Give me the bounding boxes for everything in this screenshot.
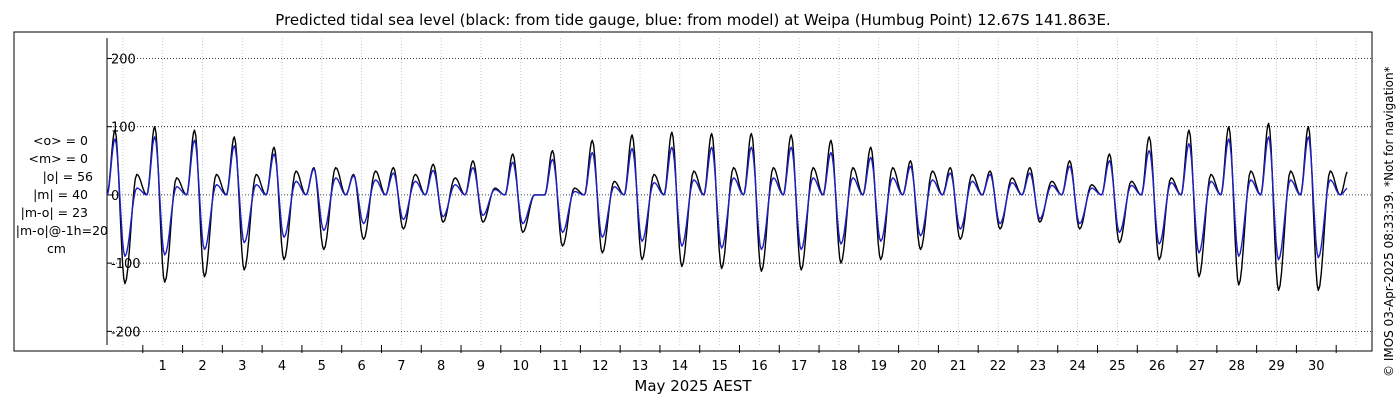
y-tick-label: -200 xyxy=(111,325,141,340)
x-tick-label: 12 xyxy=(592,359,609,374)
x-tick-label: 18 xyxy=(831,359,848,374)
x-tick-label: 25 xyxy=(1109,359,1126,374)
x-tick-label: 5 xyxy=(318,359,326,374)
stat-unit: cm xyxy=(46,241,66,256)
x-tick-label: 20 xyxy=(910,359,927,374)
y-tick-label: 0 xyxy=(111,189,119,204)
x-tick-label: 10 xyxy=(512,359,529,374)
x-tick-label: 26 xyxy=(1149,359,1166,374)
stat-m-abs: |m| = 40 xyxy=(33,187,88,202)
x-tick-label: 4 xyxy=(278,359,286,374)
x-tick-label: 15 xyxy=(711,359,728,374)
x-tick-label: 23 xyxy=(1030,359,1047,374)
x-tick-label: 2 xyxy=(198,359,206,374)
series-line-tide-gauge xyxy=(106,122,1348,292)
y-tick-label: 200 xyxy=(111,52,136,67)
y-tick-label: 100 xyxy=(111,121,136,136)
stat-mo-abs: |m-o| = 23 xyxy=(20,205,88,220)
stat-mo-lag: |m-o|@-1h=20 xyxy=(15,223,108,238)
x-tick-label: 8 xyxy=(437,359,445,374)
x-tick-label: 24 xyxy=(1069,359,1086,374)
x-tick-label: 22 xyxy=(990,359,1007,374)
x-tick-label: 29 xyxy=(1268,359,1285,374)
x-tick-label: 9 xyxy=(477,359,485,374)
series-line-model xyxy=(106,136,1348,261)
x-tick-label: 6 xyxy=(357,359,365,374)
x-axis-label: May 2025 AEST xyxy=(634,377,752,395)
x-axis: 1 2 3 4 5 6 7 8 9 10 11 12 13 14 15 16 17 18 19 20 21 22 23 24 2… xyxy=(142,345,1337,374)
stat-o-abs: |o| = 56 xyxy=(42,169,93,184)
x-tick-label: 13 xyxy=(632,359,649,374)
x-tick-label: 19 xyxy=(870,359,887,374)
y-tick-label: -100 xyxy=(111,257,141,272)
x-tick-label: 14 xyxy=(672,359,689,374)
y-axis: -200 -100 0 100 200 xyxy=(106,38,141,345)
x-tick-label: 21 xyxy=(950,359,967,374)
stat-m-mean: <m> = 0 xyxy=(28,151,89,166)
x-tick-label: 30 xyxy=(1308,359,1325,374)
x-tick-label: 28 xyxy=(1228,359,1245,374)
credit-text: © IMOS 03-Apr-2025 08:33:39. *Not for na… xyxy=(1382,66,1396,377)
x-tick-label: 16 xyxy=(751,359,768,374)
chart-title: Predicted tidal sea level (black: from t… xyxy=(275,11,1110,29)
x-tick-label: 7 xyxy=(397,359,405,374)
x-tick-label: 1 xyxy=(159,359,167,374)
chart-frame xyxy=(13,31,1373,352)
x-tick-label: 11 xyxy=(552,359,569,374)
x-tick-label: 17 xyxy=(791,359,808,374)
stat-o-mean: <o> = 0 xyxy=(33,133,88,148)
x-tick-label: 27 xyxy=(1189,359,1206,374)
series-lines xyxy=(106,122,1348,292)
x-tick-label: 3 xyxy=(238,359,246,374)
